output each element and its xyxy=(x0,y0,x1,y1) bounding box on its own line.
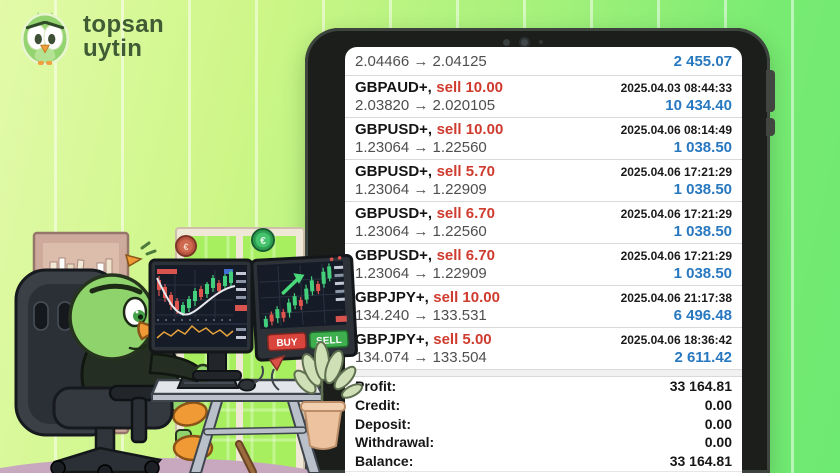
trade-profit: 1 038.50 xyxy=(673,139,732,156)
summary-value: 33 164.81 xyxy=(669,378,732,394)
trade-title: GBPUSD+, sell 6.70 xyxy=(355,247,495,265)
summary-separator xyxy=(345,370,742,377)
trade-title: GBPJPY+, sell 10.00 xyxy=(355,289,500,307)
summary-row: Credit: 0.00 xyxy=(345,396,742,415)
trade-symbol: GBPUSD+, xyxy=(355,121,433,138)
trade-datetime: 2025.04.06 18:36:42 xyxy=(620,333,732,347)
trade-profit: 6 496.48 xyxy=(673,307,732,324)
trade-title: GBPUSD+, sell 10.00 xyxy=(355,121,503,139)
trade-profit: 1 038.50 xyxy=(673,181,732,198)
summary-row: Profit: 33 164.81 xyxy=(345,377,742,396)
trade-row[interactable]: GBPJPY+, sell 10.00 2025.04.06 21:17:38 … xyxy=(345,286,742,328)
summary-row: Balance: 33 164.81 xyxy=(345,452,742,471)
brand-name: topsan uytin xyxy=(83,13,164,61)
trade-side: sell 6.70 xyxy=(436,205,495,222)
trade-profit: 10 434.40 xyxy=(665,97,732,114)
trade-prices: 2.04466 → 2.04125 xyxy=(355,53,487,70)
trade-row-partial[interactable]: 2.04466 → 2.04125 2 455.07 xyxy=(345,47,742,76)
trade-symbol: GBPAUD+, xyxy=(355,79,432,96)
trade-row[interactable]: GBPUSD+, sell 10.00 2025.04.06 08:14:49 … xyxy=(345,118,742,160)
trade-prices: 1.23064 → 1.22560 xyxy=(355,223,487,240)
trade-prices: 134.240 → 133.531 xyxy=(355,307,487,324)
summary-value: 0.00 xyxy=(704,434,732,451)
trade-datetime: 2025.04.06 17:21:29 xyxy=(620,207,732,221)
trade-row[interactable]: GBPJPY+, sell 5.00 2025.04.06 18:36:42 1… xyxy=(345,328,742,370)
tablet-power-button xyxy=(766,118,775,136)
trade-side: sell 10.00 xyxy=(433,289,500,306)
summary-row: Deposit: 0.00 xyxy=(345,415,742,434)
owl-mascot-icon xyxy=(20,12,70,66)
brand-line1: topsan xyxy=(83,11,165,38)
tablet-screen: 2.04466 → 2.04125 2 455.07 GBPAUD+, sell… xyxy=(345,47,742,473)
camera-sensor-icon xyxy=(539,40,543,44)
trade-prices: 1.23064 → 1.22560 xyxy=(355,139,487,156)
trade-symbol: GBPJPY+, xyxy=(355,289,429,306)
trade-symbol: GBPUSD+, xyxy=(355,163,433,180)
screen-bottom-edge xyxy=(345,470,742,473)
trade-prices: 134.074 → 133.504 xyxy=(355,349,487,366)
summary-label: Profit: xyxy=(355,378,397,394)
trade-side: sell 10.00 xyxy=(436,79,504,96)
trade-symbol: GBPUSD+, xyxy=(355,247,433,264)
trade-symbol: GBPJPY+, xyxy=(355,331,429,348)
trade-datetime: 2025.04.06 08:14:49 xyxy=(620,123,732,137)
trade-profit: 2 611.42 xyxy=(674,349,732,366)
summary-label: Deposit: xyxy=(355,415,411,432)
trade-row[interactable]: GBPUSD+, sell 5.70 2025.04.06 17:21:29 1… xyxy=(345,160,742,202)
summary-label: Credit: xyxy=(355,396,401,413)
trade-profit: 1 038.50 xyxy=(673,223,732,240)
tablet-device: 2.04466 → 2.04125 2 455.07 GBPAUD+, sell… xyxy=(305,28,775,473)
trade-side: sell 5.00 xyxy=(433,331,492,348)
trade-title: GBPJPY+, sell 5.00 xyxy=(355,331,492,349)
trade-datetime: 2025.04.03 08:44:33 xyxy=(620,81,732,95)
trade-title: GBPUSD+, sell 6.70 xyxy=(355,205,495,223)
summary-value: 0.00 xyxy=(704,415,732,432)
trade-title: GBPAUD+, sell 10.00 xyxy=(355,79,503,97)
trade-side: sell 6.70 xyxy=(436,247,495,264)
tablet-camera xyxy=(503,36,543,48)
trade-side: sell 10.00 xyxy=(436,121,504,138)
trade-prices: 2.03820 → 2.020105 xyxy=(355,97,496,114)
summary-label: Withdrawal: xyxy=(355,434,435,451)
trade-symbol: GBPUSD+, xyxy=(355,205,433,222)
summary-row: Withdrawal: 0.00 xyxy=(345,433,742,452)
trade-row[interactable]: GBPAUD+, sell 10.00 2025.04.03 08:44:33 … xyxy=(345,76,742,118)
trade-profit: 1 038.50 xyxy=(673,265,732,282)
trade-profit: 2 455.07 xyxy=(673,53,732,70)
summary-value: 33 164.81 xyxy=(669,453,732,470)
summary-value: 0.00 xyxy=(704,396,732,413)
trade-datetime: 2025.04.06 21:17:38 xyxy=(620,291,732,305)
brand-logo: topsan uytin xyxy=(16,8,164,66)
camera-lens-icon xyxy=(519,36,530,48)
camera-dot-icon xyxy=(503,38,510,46)
brand-line2: uytin xyxy=(83,35,143,62)
summary-label: Balance: xyxy=(355,453,414,470)
trade-row[interactable]: GBPUSD+, sell 6.70 2025.04.06 17:21:29 1… xyxy=(345,244,742,286)
trade-row[interactable]: GBPUSD+, sell 6.70 2025.04.06 17:21:29 1… xyxy=(345,202,742,244)
trade-datetime: 2025.04.06 17:21:29 xyxy=(620,249,732,263)
trade-title: GBPUSD+, sell 5.70 xyxy=(355,163,495,181)
trade-prices: 1.23064 → 1.22909 xyxy=(355,181,487,198)
trade-prices: 1.23064 → 1.22909 xyxy=(355,265,487,282)
trade-datetime: 2025.04.06 17:21:29 xyxy=(620,165,732,179)
tablet-volume-button xyxy=(766,70,775,112)
trade-side: sell 5.70 xyxy=(436,163,495,180)
